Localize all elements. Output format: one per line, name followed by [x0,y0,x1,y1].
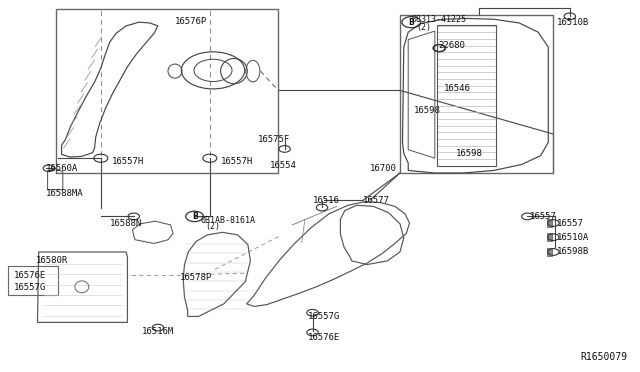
Text: 22680: 22680 [438,41,465,51]
Bar [400,15,554,173]
Text: 16557H: 16557H [221,157,253,166]
Text: 16554: 16554 [270,161,297,170]
Text: R1650079: R1650079 [580,352,628,362]
Polygon shape [547,248,552,256]
Text: 16557: 16557 [530,212,557,221]
Text: 16575F: 16575F [259,135,291,144]
Text: 16557G: 16557G [13,283,45,292]
Text: B: B [192,212,198,221]
Text: 16598B: 16598B [557,247,589,256]
Text: 16510B: 16510B [557,18,589,27]
Text: 16576P: 16576P [175,17,207,26]
Bar [56,9,278,173]
Text: 16588MA: 16588MA [46,189,84,198]
Polygon shape [547,219,552,227]
Text: 16577: 16577 [364,196,390,205]
Text: 16557G: 16557G [308,312,340,321]
Text: 0B1AB-8161A: 0B1AB-8161A [200,216,255,225]
Text: 16560A: 16560A [46,164,79,173]
Text: 16510A: 16510A [557,232,589,242]
Text: 16578P: 16578P [180,273,212,282]
Text: (2): (2) [205,222,220,231]
Text: 16557H: 16557H [111,157,144,166]
Text: 16700: 16700 [370,164,397,173]
Text: 16588N: 16588N [109,219,142,228]
Bar [436,25,496,166]
Text: 16516: 16516 [312,196,339,205]
Bar [8,266,58,295]
Text: 16598: 16598 [414,106,441,115]
Polygon shape [547,234,552,241]
Text: 16576E: 16576E [308,333,340,343]
Text: 16516M: 16516M [141,327,174,336]
Text: 16557: 16557 [557,219,584,228]
Text: B: B [408,18,414,27]
Text: 16546: 16546 [444,84,471,93]
Text: 16580R: 16580R [36,256,68,265]
Text: 16576E: 16576E [13,271,45,280]
Text: (2): (2) [416,23,431,32]
Text: 16598: 16598 [456,149,483,158]
Text: 08313-41225: 08313-41225 [412,16,467,25]
